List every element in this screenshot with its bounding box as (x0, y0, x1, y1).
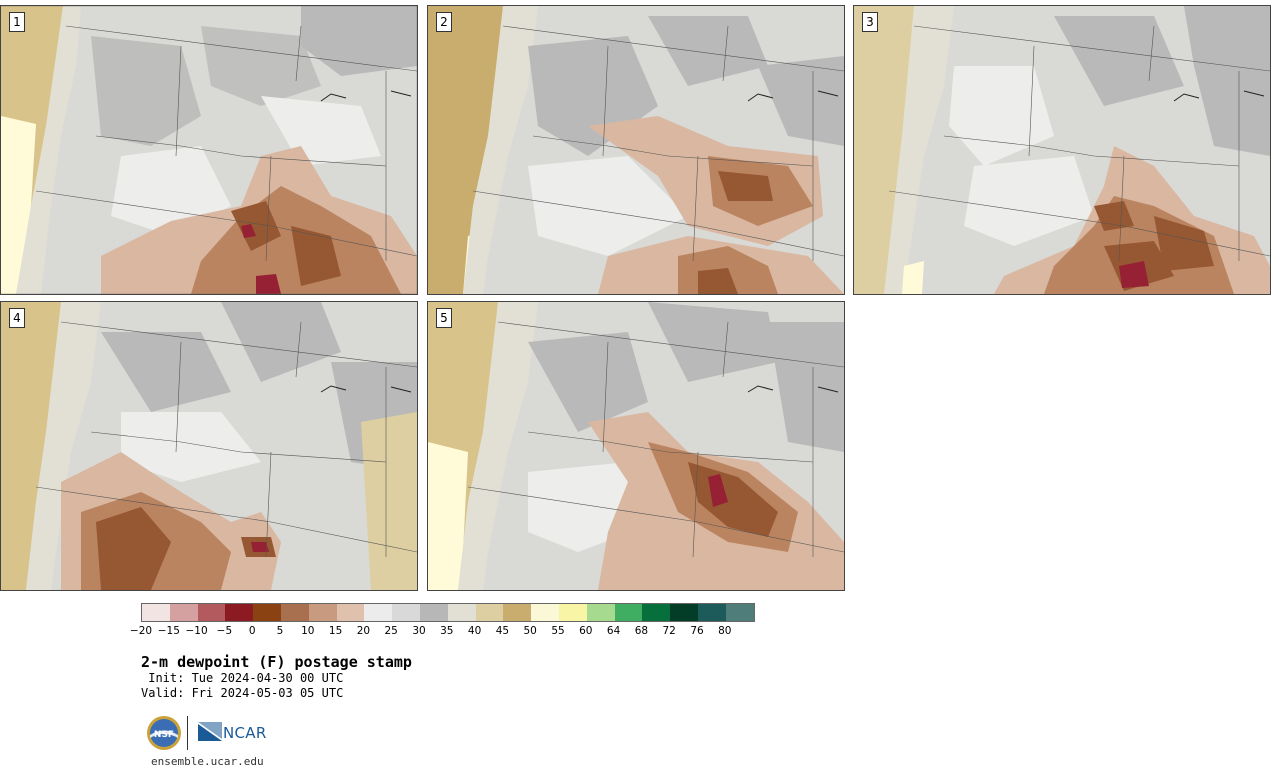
colorbar-swatch (392, 604, 420, 621)
colorbar-tick-label: 20 (356, 625, 371, 637)
colorbar-tick-labels: −20 −15 −10 −5 0 5 10 15 20 25 30 35 40 45 50 55 60 64 68 7… (130, 625, 781, 639)
colorbar-swatch (253, 604, 281, 621)
colorbar-tick-label: 80 (718, 625, 732, 637)
colorbar-tick-label: 68 (634, 625, 649, 637)
colorbar-tick-label: 45 (495, 625, 510, 637)
dewpoint-colorbar (141, 603, 755, 622)
dewpoint-map-5 (428, 302, 844, 590)
colorbar-tick-label: 60 (579, 625, 593, 637)
chart-title: 2-m dewpoint (F) postage stamp (141, 653, 412, 671)
colorbar-tick-label: −10 (185, 625, 208, 637)
colorbar-swatch (558, 604, 587, 621)
colorbar-swatch (280, 604, 309, 621)
colorbar-tick-label: 55 (551, 625, 565, 637)
colorbar-swatch (364, 604, 393, 621)
ncar-logo-icon (198, 722, 222, 741)
logos: NSF NCAR (145, 714, 285, 754)
colorbar-swatch (503, 604, 532, 621)
ensemble-member-panel-4: 4 (0, 301, 418, 591)
colorbar-tick-label: −5 (216, 625, 233, 637)
colorbar-swatch (475, 604, 504, 621)
logo-separator (187, 716, 188, 750)
colorbar-tick-label: 76 (690, 625, 704, 637)
colorbar-swatch (142, 604, 170, 621)
colorbar-tick-label: 50 (523, 625, 537, 637)
colorbar-swatch (614, 604, 643, 621)
colorbar-tick-label: 15 (328, 625, 343, 637)
ensemble-member-panel-3: 3 (853, 5, 1271, 295)
colorbar-swatch (169, 604, 198, 621)
colorbar-swatch (642, 604, 671, 621)
dewpoint-map-1 (1, 6, 417, 294)
colorbar-tick-label: 40 (467, 625, 482, 637)
colorbar-swatch (419, 604, 448, 621)
colorbar-tick-label: 35 (440, 625, 454, 637)
ensemble-member-panel-1: 1 (0, 5, 418, 295)
colorbar-swatch (586, 604, 615, 621)
panel-number-5: 5 (436, 308, 452, 328)
colorbar-tick-label: 30 (412, 625, 426, 637)
colorbar-swatch (670, 604, 698, 621)
dewpoint-map-2 (428, 6, 844, 294)
site-url: ensemble.ucar.edu (151, 755, 264, 768)
ensemble-member-panel-5: 5 (427, 301, 845, 591)
colorbar-tick-label: 0 (248, 625, 256, 637)
colorbar-tick-label: 25 (384, 625, 398, 637)
colorbar-swatch (225, 604, 254, 621)
init-time: Init: Tue 2024-04-30 00 UTC (141, 671, 344, 685)
colorbar-swatch (531, 604, 559, 621)
colorbar-swatch (308, 604, 337, 621)
ncar-wordmark: NCAR (223, 724, 267, 742)
colorbar-tick-label: 5 (276, 625, 284, 637)
colorbar-tick-label: 64 (606, 625, 621, 637)
colorbar-swatch (447, 604, 476, 621)
panel-number-2: 2 (436, 12, 452, 32)
svg-text:NSF: NSF (154, 730, 174, 740)
dewpoint-map-3 (854, 6, 1270, 294)
colorbar-tick-label: −15 (157, 625, 180, 637)
nsf-logo-icon: NSF (147, 716, 181, 750)
dewpoint-map-4 (1, 302, 417, 590)
colorbar-tick-label: 10 (301, 625, 315, 637)
colorbar-swatch (697, 604, 726, 621)
ensemble-member-panel-2: 2 (427, 5, 845, 295)
panel-number-4: 4 (9, 308, 25, 328)
colorbar-tick-label: −20 (129, 625, 153, 637)
colorbar-tick-label: 72 (662, 625, 676, 637)
colorbar-swatch (197, 604, 226, 621)
panel-number-3: 3 (862, 12, 878, 32)
valid-time: Valid: Fri 2024-05-03 05 UTC (141, 686, 344, 700)
colorbar-swatch (336, 604, 365, 621)
panel-number-1: 1 (9, 12, 25, 32)
colorbar-swatch (725, 604, 754, 621)
